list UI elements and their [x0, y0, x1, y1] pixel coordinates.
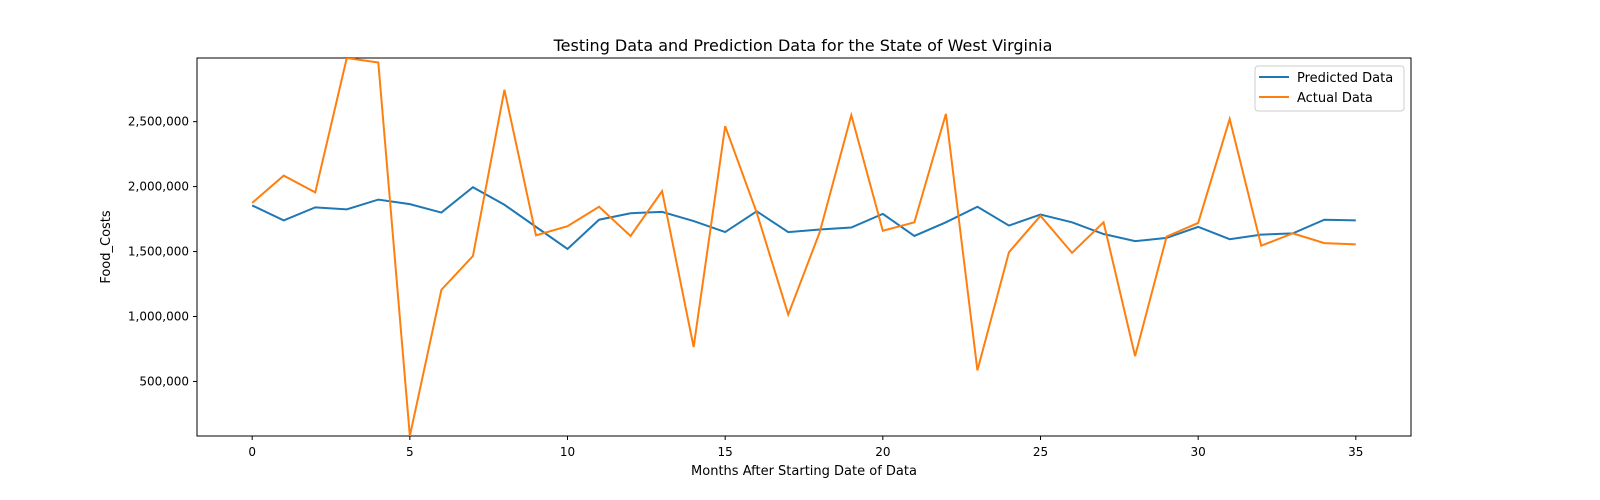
series-lines: [251, 58, 1356, 436]
legend-label-actual: Actual Data: [1297, 91, 1373, 106]
legend-box: [1254, 65, 1405, 112]
x-tick-label: 0: [248, 445, 256, 459]
plot-lines-area: [251, 58, 1356, 436]
x-tick-label: 15: [718, 445, 733, 459]
x-tick-label: 25: [1033, 445, 1048, 459]
plot-area: [196, 57, 1412, 437]
y-tick-label: 1,500,000: [128, 245, 189, 259]
x-axis: 0 5 10 15 20 25 30 35: [248, 436, 1363, 459]
x-axis-label: Months After Starting Date of Data: [691, 464, 917, 479]
y-axis: 500,000 1,000,000 1,500,000 2,000,000 2,500,…: [128, 115, 197, 388]
x-tick-label: 30: [1191, 445, 1206, 459]
legend-label-predicted: Predicted Data: [1297, 71, 1393, 86]
y-tick-label: 2,500,000: [128, 115, 189, 129]
y-tick-label: 2,000,000: [128, 180, 189, 194]
x-tick-label: 10: [560, 445, 575, 459]
x-tick-label: 5: [406, 445, 414, 459]
y-tick-label: 1,000,000: [128, 309, 189, 323]
series-line-predicted: [251, 186, 1356, 251]
legend: Predicted Data Actual Data: [1254, 65, 1405, 112]
series-line-actual: [251, 58, 1356, 436]
y-axis-label: Food_Costs: [99, 210, 114, 284]
x-tick-label: 20: [875, 445, 890, 459]
x-tick-label: 35: [1348, 445, 1363, 459]
y-tick-label: 500,000: [139, 374, 189, 388]
chart-title: Testing Data and Prediction Data for the…: [553, 36, 1053, 55]
